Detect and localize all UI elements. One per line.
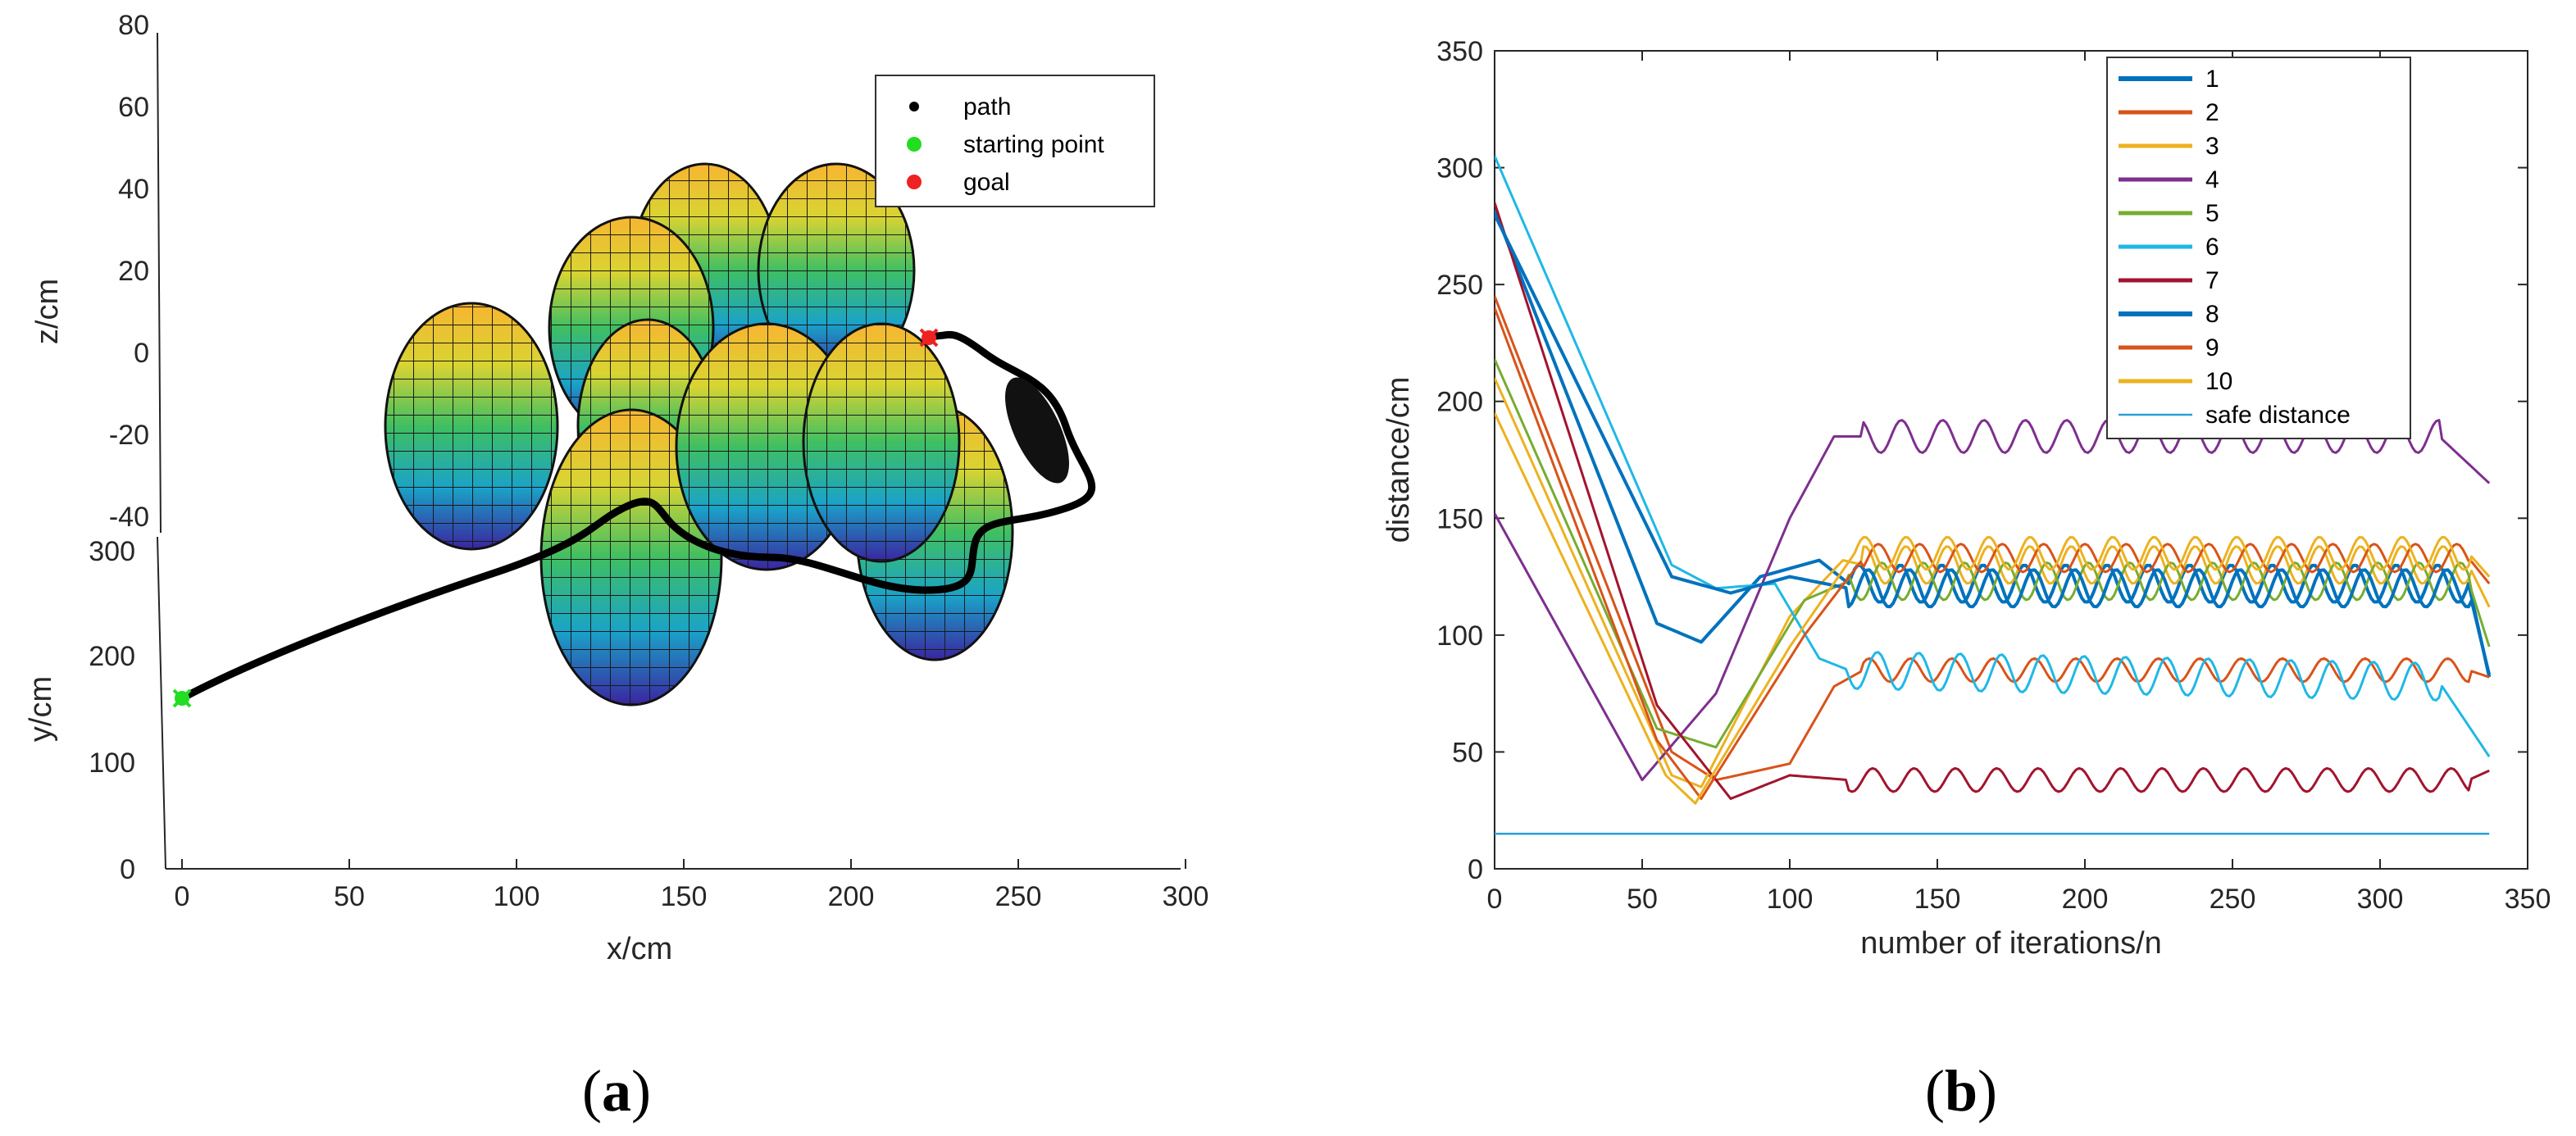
series-line-3 <box>1495 377 2491 788</box>
z-tick-label: -20 <box>109 420 149 451</box>
x-tick-label: 250 <box>995 881 1042 912</box>
y-axis-label: y/cm <box>24 676 58 742</box>
legend-b-label: 1 <box>2205 66 2219 93</box>
z-tick-label: 60 <box>118 92 149 123</box>
y-tick-label: 300 <box>1436 153 1483 184</box>
z-tick-label: 40 <box>118 174 149 205</box>
y-tick-label: 100 <box>89 747 135 779</box>
legend-b-label: 3 <box>2205 133 2219 160</box>
z-tick-label: 80 <box>118 10 149 41</box>
x-tick-label: 100 <box>1767 884 1814 915</box>
y-tick-label: 100 <box>1436 620 1483 652</box>
legend-b-label: 4 <box>2205 166 2219 193</box>
x-tick-label: 300 <box>2357 884 2404 915</box>
panel-a-ticks: 0 50 100 150 200 250 3000100200300-40-20020406… <box>89 10 1208 912</box>
goal-marker <box>919 328 939 348</box>
series-line-2 <box>1495 295 2490 782</box>
robot-path <box>178 330 1095 702</box>
legend-b-label: 10 <box>2205 368 2232 395</box>
legend-a-item: starting point <box>907 131 1104 158</box>
series-line-5 <box>1495 358 2491 749</box>
x-axis-label-b: number of iterations/n <box>1860 926 2162 961</box>
panel-b-ticks: 0 50 100 150 200 250 300 350 0 50 100 150 200 250 300 3… <box>1436 36 2551 915</box>
caption-b: (b) <box>1925 1058 1997 1124</box>
y-axis-label-b: distance/cm <box>1381 377 1416 543</box>
svg-text:goal: goal <box>963 169 1010 196</box>
svg-text:starting point: starting point <box>963 131 1104 158</box>
legend-a-item: goal <box>907 169 1010 196</box>
z-axis-label: z/cm <box>30 279 65 344</box>
path-cluster <box>1005 377 1069 484</box>
y-tick-label: 50 <box>1452 737 1483 768</box>
obstacles <box>384 162 1014 707</box>
legend-a: path starting point goal <box>875 75 1155 207</box>
panel-b-series <box>1495 155 2492 835</box>
legend-b-label: 7 <box>2205 267 2219 294</box>
series-line-8 <box>1495 213 2492 675</box>
start-marker <box>172 688 192 708</box>
series-line-10 <box>1495 412 2491 805</box>
y-tick-label: 0 <box>120 854 135 885</box>
obstacle-ellipsoid <box>384 302 559 551</box>
x-tick-label: 0 <box>175 881 190 912</box>
y-tick-label: 200 <box>89 641 135 672</box>
legend-b-label: 5 <box>2205 200 2219 227</box>
x-tick-label: 150 <box>1914 884 1961 915</box>
y-tick-label: 150 <box>1436 503 1483 534</box>
legend-b-label: 9 <box>2205 334 2219 361</box>
obstacle-ellipsoid <box>675 322 858 571</box>
z-axis-line <box>157 32 162 534</box>
y-tick-label: 200 <box>1436 387 1483 418</box>
svg-text:path: path <box>963 93 1011 120</box>
x-tick-label: 200 <box>828 881 875 912</box>
legend-b-label: 8 <box>2205 301 2219 328</box>
legend-b-label: safe distance <box>2205 402 2351 429</box>
obstacle-ellipsoid <box>802 322 961 563</box>
z-tick-label: 0 <box>134 338 149 369</box>
y-tick-label: 350 <box>1436 36 1483 67</box>
y-axis-line <box>157 536 166 870</box>
x-tick-label: 100 <box>494 881 540 912</box>
series-line-9 <box>1495 307 2491 800</box>
x-tick-label: 50 <box>1627 884 1658 915</box>
legend-b: 1 2 3 4 5 6 7 8 9 10 safe distance <box>2106 57 2411 439</box>
x-tick-label: 250 <box>2210 884 2256 915</box>
y-tick-label: 300 <box>89 536 135 567</box>
legend-b-label: 6 <box>2205 234 2219 261</box>
x-tick-label: 300 <box>1163 881 1209 912</box>
y-tick-label: 0 <box>1468 854 1483 885</box>
x-tick-label: 350 <box>2505 884 2551 915</box>
obstacle-ellipsoid <box>539 408 723 707</box>
x-tick-label: 50 <box>334 881 365 912</box>
series-line-7 <box>1495 202 2490 800</box>
panel-a-3d-plot: 0 50 100 150 200 250 3000100200300-40-20020406… <box>24 10 1208 966</box>
z-tick-label: 20 <box>118 256 149 287</box>
series-line-1 <box>1495 209 2492 678</box>
legend-b-label: 2 <box>2205 99 2219 126</box>
y-tick-label: 250 <box>1436 270 1483 301</box>
legend-a-item: path <box>909 93 1011 120</box>
x-tick-label: 0 <box>1487 884 1503 915</box>
series-line-6 <box>1495 155 2491 757</box>
z-tick-label: -40 <box>109 502 149 533</box>
caption-a: (a) <box>582 1058 651 1124</box>
x-tick-label: 150 <box>661 881 708 912</box>
panel-b-line-chart: 0 50 100 150 200 250 300 350 0 50 100 150 200 250 300 3… <box>1381 36 2551 961</box>
x-tick-label: 200 <box>2062 884 2109 915</box>
x-axis-label: x/cm <box>607 932 672 966</box>
